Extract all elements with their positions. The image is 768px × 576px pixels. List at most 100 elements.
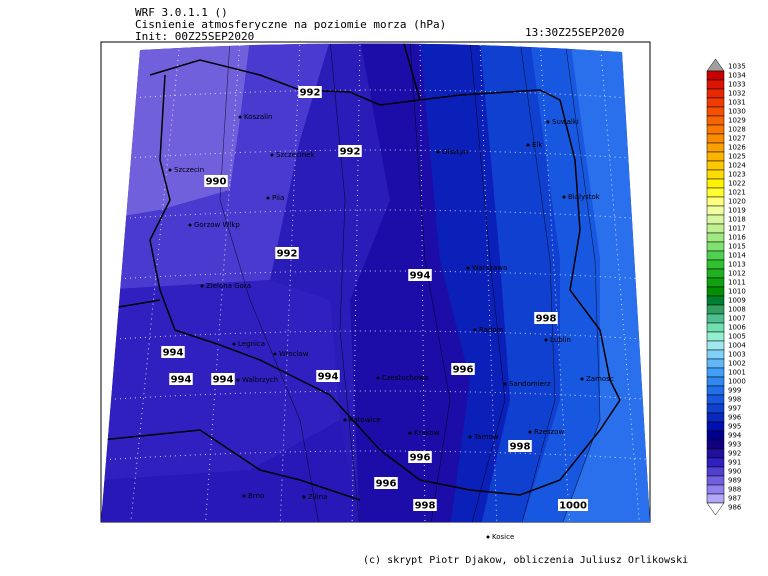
colorbar-swatch [706,259,725,270]
city-dot [266,196,270,200]
colorbar-label: 1004 [728,342,746,350]
pressure-field [101,43,650,522]
init-time: Init: 00Z25SEP2020 [135,30,254,43]
colorbar-label: 1028 [728,126,746,134]
isobar-label-box [558,499,588,511]
city-label: Lublin [550,336,571,344]
colorbar-label: 987 [728,495,741,503]
colorbar-swatch [706,412,725,423]
colorbar-label: 1018 [728,216,746,224]
isobar-label: 992 [277,249,298,260]
city-dot [468,435,472,439]
city-dot [302,495,306,499]
colorbar-swatch [706,439,725,450]
city-label: Krakow [414,429,440,437]
colorbar-swatch [706,448,725,459]
colorbar-swatch [706,466,725,477]
isobar-label-box [204,175,228,187]
colorbar-label: 1035 [728,63,746,71]
colorbar-label: 1034 [728,72,746,80]
isobar-label-box [451,363,475,375]
colorbar-swatch [706,169,725,180]
city-label: Zielona Gora [206,282,251,290]
colorbar-swatch [706,88,725,99]
city-label: Elk [532,141,543,149]
colorbar-label: 1009 [728,297,746,305]
city-label: Gorzow Wlkp [194,221,240,229]
model-label: WRF 3.0.1.1 () [135,6,228,19]
isobar-label-box [161,346,185,358]
colorbar-swatch [706,331,725,342]
colorbar-label: 1022 [728,180,746,188]
city-dot [580,377,584,381]
city-dot [562,195,566,199]
isobar-label-box [508,440,532,452]
colorbar-label: 1029 [728,117,746,125]
city-dot [408,431,412,435]
credits: (c) skrypt Piotr Djakow, obliczenia Juli… [363,555,688,566]
colorbar-label: 1030 [728,108,746,116]
colorbar-swatch [706,133,725,144]
colorbar-swatch [706,250,725,261]
city-dot [238,115,242,119]
city-label: Kosice [492,533,514,541]
colorbar-swatch [706,214,725,225]
isobar-label-box [211,373,235,385]
colorbar-label: 1007 [728,315,746,323]
isobar-label: 998 [536,314,557,325]
colorbar-label: 1003 [728,351,746,359]
colorbar-label: 1008 [728,306,746,314]
colorbar-swatch [706,493,725,504]
colorbar-label: 1006 [728,324,746,332]
colorbar-label: 999 [728,387,741,395]
city-label: Suwalki [552,118,579,126]
colorbar-swatch [706,295,725,306]
colorbar-swatch [706,268,725,279]
city-dot [528,430,532,434]
city-dot [270,153,274,157]
colorbar-swatch [706,403,725,414]
map-title: Cisnienie atmosferyczne na poziomie morz… [135,18,446,31]
colorbar-label: 992 [728,450,741,458]
city-label: Szczecin [174,166,204,174]
colorbar-swatch [706,142,725,153]
colorbar-swatch [706,277,725,288]
city-dot [486,535,490,539]
colorbar-swatch [706,367,725,378]
colorbar-swatch [706,97,725,108]
colorbar-swatch [706,349,725,360]
city-label: Sandomierz [509,380,551,388]
city-label: Brno [248,492,264,500]
city-label: Walbrzych [242,376,278,384]
colorbar-swatch [706,124,725,135]
city-label: Tarnow [473,433,499,441]
colorbar-swatch [706,340,725,351]
colorbar-swatch [706,178,725,189]
colorbar-label: 1015 [728,243,746,251]
colorbar-label: 988 [728,486,741,494]
colorbar-swatch [706,79,725,90]
colorbar-label: 1021 [728,189,746,197]
isobar-label-box [534,312,558,324]
colorbar-swatch [706,232,725,243]
city-label: Zamosc [586,375,614,383]
city-dot [200,284,204,288]
isobar-label: 994 [318,372,339,383]
isobar-label-box [169,373,193,385]
colorbar-label: 1010 [728,288,746,296]
colorbar-label: 1005 [728,333,746,341]
colorbar-label: 1025 [728,153,746,161]
isobar-label: 994 [410,271,431,282]
colorbar-swatch [706,241,725,252]
isobar-label-box [374,477,398,489]
colorbar-swatch [706,160,725,171]
colorbar-swatch [706,358,725,369]
colorbar-swatch [706,151,725,162]
colorbar: 1035103410331032103110301029102810271026… [706,58,746,516]
city-label: Szczecinek [276,151,315,159]
colorbar-label: 1031 [728,99,746,107]
colorbar-swatch [706,385,725,396]
colorbar-label: 993 [728,441,741,449]
city-label: Koszalin [244,113,272,121]
colorbar-swatch [706,421,725,432]
